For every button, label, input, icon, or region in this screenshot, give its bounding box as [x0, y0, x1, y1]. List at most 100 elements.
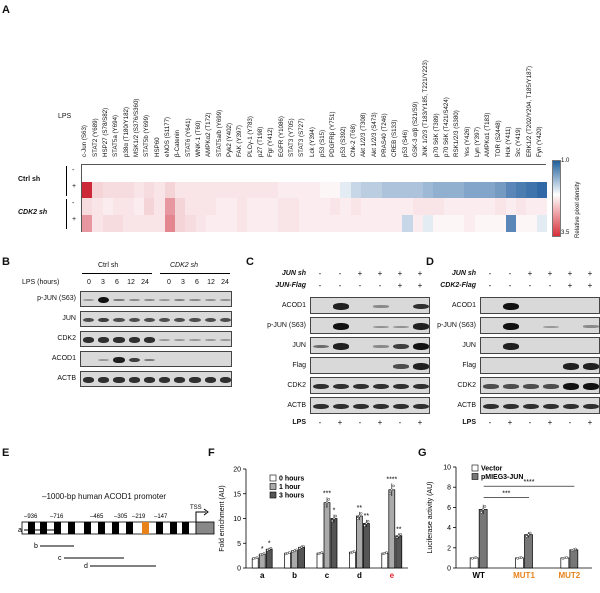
heatmap-cell — [257, 198, 269, 215]
condition-sign: - — [318, 281, 322, 290]
legend-swatch — [269, 491, 277, 499]
heatmap-cell — [330, 181, 341, 199]
promoter-binding-site — [54, 522, 61, 534]
data-point — [365, 522, 368, 525]
protein-label: FAK (Y397) — [236, 125, 244, 157]
bar — [395, 535, 403, 569]
condition-label: CDK2-Flag — [440, 282, 476, 289]
blot-band — [563, 383, 579, 390]
heatmap-cell — [102, 198, 114, 215]
colorbar-label: Relative pixel density — [575, 181, 581, 238]
protein-label: STAT2 (Y689) — [91, 118, 99, 157]
heatmap-cell — [154, 165, 166, 182]
heatmap-cell — [443, 181, 455, 199]
promoter-fragment-label: d — [84, 563, 88, 570]
blot-band — [219, 377, 231, 383]
blot-band — [113, 377, 125, 383]
blot-band — [128, 377, 140, 383]
blot-band — [413, 323, 429, 330]
y-tick-label: 15 — [233, 491, 241, 498]
condition-sign: + — [547, 418, 553, 427]
condition-sign: + — [377, 269, 383, 278]
heatmap-cell — [154, 181, 166, 199]
protein-label: c-Jun (S63) — [81, 125, 89, 157]
heatmap-cell — [299, 198, 310, 215]
heatmap-cell — [402, 181, 414, 199]
protein-label: p53 (S15) — [318, 129, 326, 157]
blot-band — [503, 303, 519, 310]
heatmap-cell — [206, 181, 217, 199]
heatmap-cell — [144, 165, 155, 182]
protein-label: Fyn (Y420) — [535, 126, 543, 157]
blot-band — [393, 403, 409, 410]
blot-band — [189, 339, 201, 341]
condition-sign: - — [528, 418, 532, 427]
heatmap-cell — [123, 198, 135, 215]
blot-band — [393, 343, 409, 350]
protein-label: STAT3 (S727) — [298, 118, 306, 157]
heatmap-cell — [485, 198, 496, 215]
promoter-binding-site — [142, 522, 149, 534]
heatmap-cell — [505, 165, 517, 182]
promoter-fragment-label: a — [18, 527, 22, 534]
promoter-binding-site — [68, 522, 75, 534]
blot-band — [159, 299, 171, 301]
heatmap-cell — [526, 198, 538, 215]
blot-band — [189, 298, 201, 302]
protein-label: WNK-1 (T60) — [194, 120, 202, 157]
x-category-label: c — [325, 571, 330, 580]
data-point — [356, 517, 359, 520]
blot-band — [523, 403, 539, 410]
panel-label-c: C — [246, 256, 254, 268]
heatmap-cell — [268, 198, 279, 215]
heatmap-cell — [247, 214, 259, 232]
heatmap-cell — [226, 181, 238, 199]
heatmap-cell — [92, 181, 104, 199]
condition-sign: - — [508, 281, 512, 290]
heatmap-cell — [113, 181, 124, 199]
data-point — [366, 520, 370, 523]
heatmap-row-sign: - — [72, 167, 75, 174]
blot-band — [113, 356, 125, 363]
heatmap-cell — [216, 181, 228, 199]
heatmap-cell — [299, 165, 310, 182]
condition-sign: + — [587, 269, 593, 278]
promoter-binding-site — [156, 522, 163, 534]
data-point — [302, 544, 305, 548]
b-time-label: 3 — [181, 279, 185, 286]
heatmap-cell — [485, 181, 496, 199]
heatmap-cell — [154, 214, 166, 232]
blot-band — [83, 377, 95, 383]
b-time-label: 24 — [221, 279, 229, 286]
heatmap-cell — [464, 181, 476, 199]
blot-band — [583, 383, 599, 390]
data-point — [529, 531, 532, 535]
protein-label: TOR (S2448) — [494, 120, 502, 157]
condition-sign: - — [488, 418, 492, 427]
heatmap-cell — [340, 214, 352, 232]
y-tick-label: 0 — [237, 566, 241, 573]
heatmap-cell — [113, 214, 124, 232]
blot-band — [128, 337, 140, 343]
blot-band — [563, 363, 579, 370]
condition-sign: - — [378, 281, 382, 290]
y-tick-label: 10 — [443, 465, 451, 472]
blot-band — [159, 339, 171, 341]
bar — [515, 557, 524, 569]
blot-band — [143, 298, 155, 302]
data-point — [300, 546, 303, 549]
heatmap-cell — [340, 165, 352, 182]
blot-band — [189, 317, 201, 323]
b-group-ctrl: Ctrl sh — [98, 262, 119, 269]
condition-label: JUN sh — [451, 270, 476, 277]
significance-label: * — [333, 508, 336, 515]
data-point — [385, 551, 388, 554]
x-category-label: b — [292, 571, 297, 580]
x-category-label: e — [390, 571, 395, 580]
heatmap-cell — [485, 165, 496, 182]
heatmap-cell — [144, 214, 155, 232]
heatmap-cell — [257, 165, 269, 182]
heatmap-row-sign: - — [72, 200, 75, 207]
heatmap-cell — [433, 165, 445, 182]
heatmap-cell — [361, 165, 372, 182]
